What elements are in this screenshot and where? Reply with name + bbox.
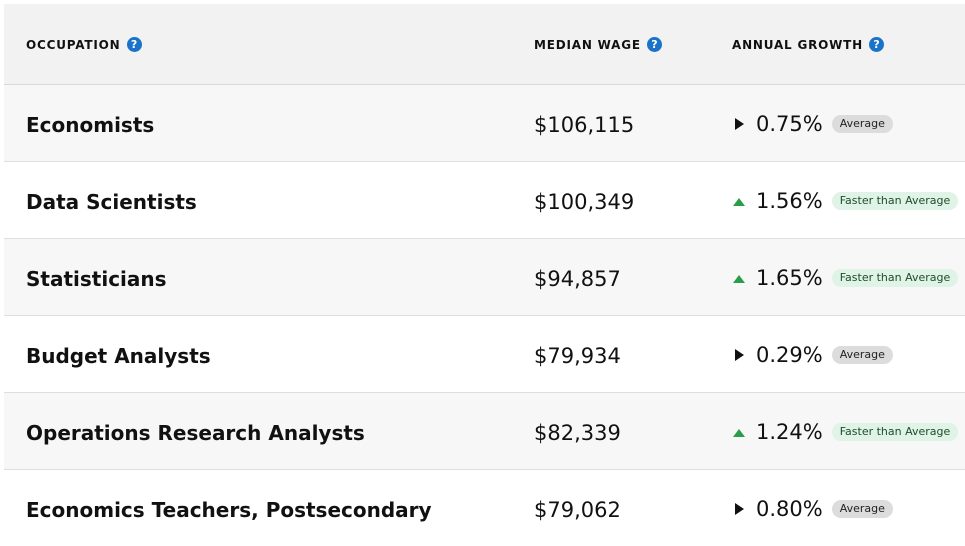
growth-percent: 1.65% [756,266,823,290]
median-wage-value: $106,115 [534,113,635,137]
growth-percent: 0.75% [756,112,823,136]
growth-badge: Faster than Average [831,423,959,441]
median-wage-value: $94,857 [534,267,621,291]
median-wage-column-header[interactable]: MEDIAN WAGE ? [534,37,662,52]
help-icon[interactable]: ? [126,37,142,52]
table-row[interactable]: Operations Research Analysts $82,339 1.2… [4,393,965,470]
steady-triangle-icon [732,502,746,516]
table-row[interactable]: Economics Teachers, Postsecondary $79,06… [4,470,965,546]
occupation-name[interactable]: Economists [26,113,155,137]
growth-cell: 0.80% Average [732,497,893,521]
growth-percent: 1.56% [756,189,823,213]
up-triangle-icon [732,194,746,208]
occupation-name[interactable]: Budget Analysts [26,344,211,368]
growth-cell: 0.75% Average [732,112,893,136]
median-wage-header-label: MEDIAN WAGE [534,37,641,52]
growth-cell: 0.29% Average [732,343,893,367]
steady-triangle-icon [732,117,746,131]
growth-cell: 1.24% Faster than Average [732,420,959,444]
median-wage-value: $79,062 [534,498,621,522]
occupation-column-header[interactable]: OCCUPATION ? [26,37,142,52]
growth-cell: 1.65% Faster than Average [732,266,959,290]
up-triangle-icon [732,425,746,439]
growth-percent: 0.80% [756,497,823,521]
steady-triangle-icon [732,348,746,362]
annual-growth-header-label: ANNUAL GROWTH [732,37,864,52]
median-wage-value: $79,934 [534,344,621,368]
table-row[interactable]: Economists $106,115 0.75% Average [4,85,965,162]
median-wage-value: $100,349 [534,190,635,214]
growth-badge: Average [831,346,893,364]
growth-percent: 1.24% [756,420,823,444]
median-wage-value: $82,339 [534,421,621,445]
occupation-header-label: OCCUPATION [26,37,121,52]
occupations-table: OCCUPATION ? MEDIAN WAGE ? ANNUAL GROWTH… [4,4,965,546]
table-row[interactable]: Budget Analysts $79,934 0.29% Average [4,316,965,393]
table-row[interactable]: Data Scientists $100,349 1.56% Faster th… [4,162,965,239]
annual-growth-column-header[interactable]: ANNUAL GROWTH ? [732,37,885,52]
up-triangle-icon [732,271,746,285]
occupation-name[interactable]: Data Scientists [26,190,197,214]
occupation-name[interactable]: Statisticians [26,267,167,291]
occupation-name[interactable]: Economics Teachers, Postsecondary [26,498,432,522]
growth-badge: Faster than Average [831,192,959,210]
growth-percent: 0.29% [756,343,823,367]
table-header: OCCUPATION ? MEDIAN WAGE ? ANNUAL GROWTH… [4,4,965,85]
growth-badge: Average [831,500,893,518]
growth-badge: Faster than Average [831,269,959,287]
help-icon[interactable]: ? [646,37,662,52]
occupation-name[interactable]: Operations Research Analysts [26,421,365,445]
growth-cell: 1.56% Faster than Average [732,189,959,213]
table-row[interactable]: Statisticians $94,857 1.65% Faster than … [4,239,965,316]
growth-badge: Average [831,115,893,133]
help-icon[interactable]: ? [869,37,885,52]
